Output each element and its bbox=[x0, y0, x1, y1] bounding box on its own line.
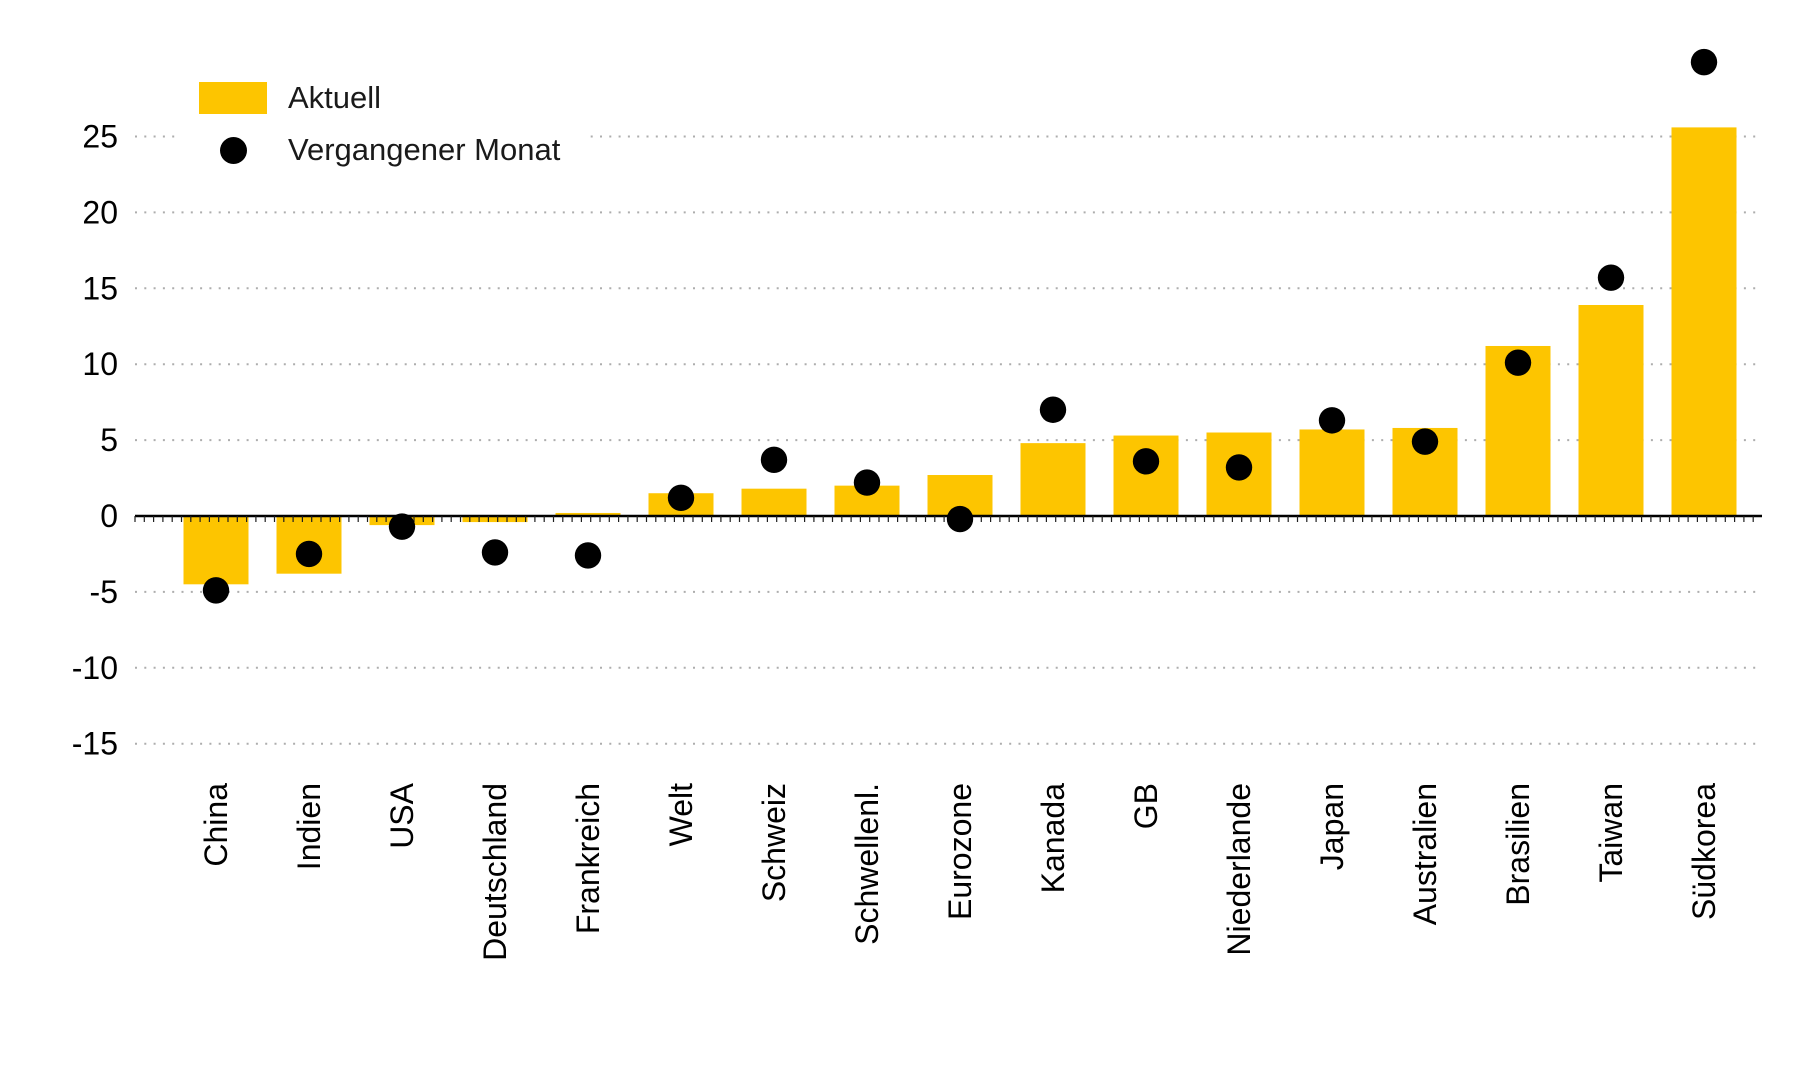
dot-icon bbox=[199, 134, 267, 166]
dot-eurozone bbox=[946, 505, 974, 533]
bar-frankreich bbox=[555, 512, 621, 516]
bar-deutschland bbox=[462, 516, 528, 523]
bar-japan bbox=[1299, 429, 1365, 516]
y-tick-label-20: 20 bbox=[82, 194, 118, 230]
dot-australien bbox=[1411, 428, 1439, 455]
x-category-label-schweiz: Schweiz bbox=[756, 783, 792, 902]
x-category-label-usa: USA bbox=[384, 782, 420, 848]
x-category-label-deutschland: Deutschland bbox=[477, 783, 513, 961]
x-category-label-kanada: Kanada bbox=[1035, 783, 1071, 894]
x-category-label-japan: Japan bbox=[1314, 783, 1350, 870]
y-tick-label--5: -5 bbox=[90, 574, 118, 610]
dot-indien bbox=[295, 540, 323, 568]
bar-gb bbox=[1113, 435, 1179, 516]
dot-taiwan bbox=[1597, 264, 1625, 291]
dot-frankreich bbox=[574, 542, 602, 569]
dot-welt bbox=[667, 484, 695, 511]
dot-marker bbox=[219, 136, 247, 164]
axis-minor-ticks bbox=[134, 516, 1754, 522]
x-category-label-australien: Australien bbox=[1407, 783, 1443, 925]
dot-s-dkorea bbox=[1690, 48, 1718, 76]
y-tick-label-25: 25 bbox=[82, 119, 118, 155]
dot-schweiz bbox=[760, 446, 788, 474]
x-category-label-brasilien: Brasilien bbox=[1500, 783, 1536, 906]
y-tick-label-15: 15 bbox=[82, 270, 118, 306]
bar-s-dkorea bbox=[1671, 127, 1737, 516]
x-category-label-taiwan: Taiwan bbox=[1593, 783, 1629, 883]
legend: Aktuell Vergangener Monat bbox=[178, 60, 591, 182]
x-category-label-niederlande: Niederlande bbox=[1221, 783, 1257, 956]
bar-swatch bbox=[199, 82, 267, 114]
y-tick-label-10: 10 bbox=[82, 346, 118, 382]
legend-item-vergangener-monat: Vergangener Monat bbox=[199, 134, 560, 166]
legend-item-aktuell: Aktuell bbox=[199, 82, 560, 114]
dot-schwellenl- bbox=[853, 469, 881, 496]
y-tick-label-5: 5 bbox=[100, 422, 118, 458]
dot-usa bbox=[388, 513, 416, 540]
dot-china bbox=[202, 577, 230, 604]
y-tick-label--10: -10 bbox=[72, 650, 118, 686]
y-tick-label--15: -15 bbox=[72, 726, 118, 762]
x-category-label-s-dkorea: Südkorea bbox=[1686, 783, 1722, 920]
legend-label-vergangener-monat: Vergangener Monat bbox=[288, 132, 561, 167]
legend-label-aktuell: Aktuell bbox=[288, 80, 382, 115]
bar-kanada bbox=[1020, 443, 1086, 516]
dot-kanada bbox=[1039, 396, 1067, 423]
dot-niederlande bbox=[1225, 454, 1253, 481]
x-category-label-indien: Indien bbox=[291, 783, 327, 870]
x-category-label-china: China bbox=[198, 783, 234, 867]
x-category-label-frankreich: Frankreich bbox=[570, 783, 606, 934]
dot-gb bbox=[1132, 448, 1160, 475]
dot-deutschland bbox=[481, 539, 509, 566]
dot-japan bbox=[1318, 407, 1346, 434]
x-category-label-schwellenl-: Schwellenl. bbox=[849, 783, 885, 945]
bar-schweiz bbox=[741, 488, 807, 516]
dot-brasilien bbox=[1504, 349, 1532, 376]
x-category-label-eurozone: Eurozone bbox=[942, 783, 978, 920]
y-tick-label-0: 0 bbox=[100, 498, 118, 534]
x-category-label-welt: Welt bbox=[663, 783, 699, 847]
bar-taiwan bbox=[1578, 304, 1644, 516]
bar-swatch-icon bbox=[199, 82, 267, 114]
bar-china bbox=[183, 516, 249, 585]
x-category-label-gb: GB bbox=[1128, 783, 1164, 829]
